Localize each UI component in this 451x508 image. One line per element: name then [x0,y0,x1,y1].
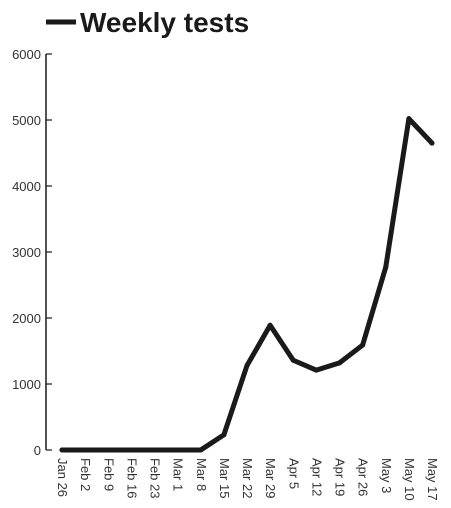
data-point [83,448,88,453]
y-tick-label: 2000 [12,311,41,326]
x-tick-label: May 10 [402,458,417,501]
data-point [60,448,65,453]
data-point [129,448,134,453]
data-point [175,448,180,453]
data-point [383,265,388,270]
x-tick-label: Mar 1 [171,458,186,491]
x-tick-label: May 3 [379,458,394,493]
y-tick-label: 5000 [12,113,41,128]
x-axis-ticks: Jan 26 Feb 2 Feb 9 Feb 16 Feb 23 Mar 1 Mar 8 Ma… [55,458,440,501]
data-point [360,343,365,348]
x-tick-label: Mar 22 [240,458,255,498]
x-tick-label: Apr 26 [356,458,371,496]
x-tick-label: Apr 19 [333,458,348,496]
data-point [221,432,226,437]
data-point [337,360,342,365]
data-point [198,448,203,453]
data-point [314,368,319,373]
y-tick-label: 4000 [12,179,41,194]
x-tick-label: Apr 5 [286,458,301,489]
x-tick-label: Mar 29 [263,458,278,498]
y-tick-label: 3000 [12,245,41,260]
data-point [268,323,273,328]
x-tick-label: Mar 8 [194,458,209,491]
data-point [430,141,435,146]
y-tick-label: 1000 [12,377,41,392]
data-point [245,363,250,368]
x-tick-label: Feb 2 [78,458,93,491]
x-tick-label: Mar 15 [217,458,232,498]
x-tick-label: May 17 [425,458,440,501]
legend: Weekly tests [46,7,249,38]
data-point [106,448,111,453]
y-tick-label: 6000 [12,47,41,62]
x-tick-label: Feb 9 [101,458,116,491]
data-point [291,358,296,363]
data-point [152,448,157,453]
x-tick-label: Jan 26 [55,458,70,497]
y-tick-label: 0 [34,443,41,458]
x-tick-label: Apr 12 [309,458,324,496]
legend-label: Weekly tests [80,7,249,38]
x-tick-label: Feb 16 [124,458,139,498]
x-tick-label: Feb 23 [148,458,163,498]
series-line-weekly-tests [62,119,432,450]
data-point [406,116,411,121]
